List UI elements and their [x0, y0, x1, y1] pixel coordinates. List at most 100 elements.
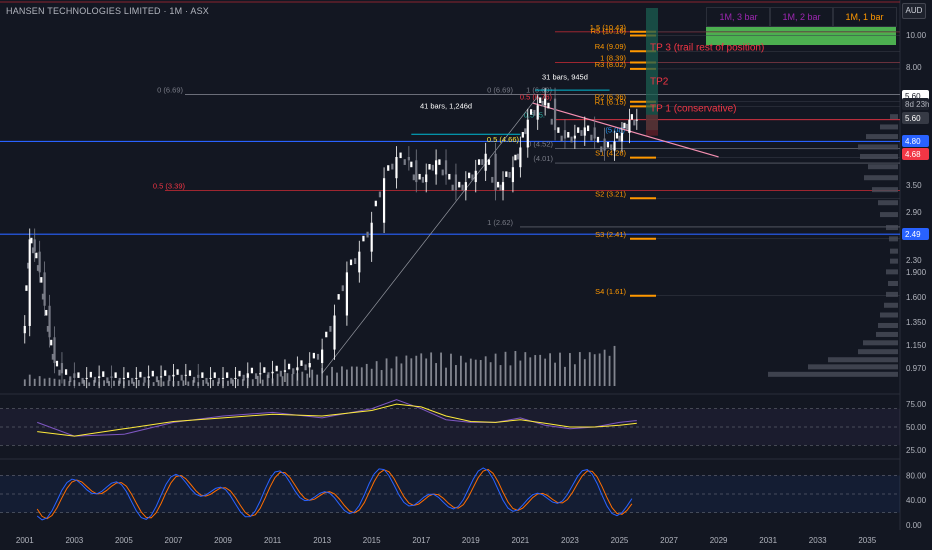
volume-bar [182, 380, 185, 386]
price-tick-label: 2.90 [906, 208, 922, 217]
fib-label: 0 (4.52) [527, 140, 553, 149]
volume-bar [43, 378, 46, 386]
candle-body [106, 377, 109, 384]
candle-body [221, 377, 225, 379]
candle-body [431, 164, 434, 171]
candle-body [337, 294, 340, 300]
volume-bar [370, 368, 373, 386]
candle-body [499, 184, 502, 191]
volume-bar [256, 375, 259, 386]
candle-body [201, 372, 204, 378]
candle-body [213, 372, 216, 378]
candle-body [77, 372, 80, 378]
volume-bar [73, 380, 76, 386]
volume-profile-bar [886, 291, 898, 297]
candle-body [304, 364, 307, 371]
price-tag [902, 148, 929, 160]
volume-bar [132, 381, 135, 386]
candle-body [387, 165, 390, 171]
candle-body [516, 153, 519, 160]
fib-label: (5.08) [605, 125, 625, 134]
candle-body [287, 363, 291, 370]
volume-bar [172, 380, 175, 386]
candle-body [412, 174, 415, 181]
volume-bar [137, 380, 140, 386]
volume-bar [489, 362, 492, 386]
pivot-label: R4 (9.09) [595, 42, 627, 51]
candle-body [110, 376, 113, 378]
time-tick-label: 2035 [858, 536, 876, 545]
candle-body [25, 285, 28, 291]
candle-body [533, 109, 536, 116]
price-tag [902, 135, 929, 147]
currency-button[interactable]: AUD [902, 3, 926, 19]
candle-body [333, 315, 336, 350]
candle-body [122, 377, 125, 379]
price-tag [902, 98, 929, 110]
candle-body [341, 285, 344, 292]
candle-body [246, 373, 249, 378]
volume-bar [33, 378, 36, 386]
candle-body [623, 122, 626, 129]
candle-body [230, 377, 233, 384]
candle-body [209, 377, 212, 379]
candle-body [606, 141, 610, 148]
price-tag-label: 5.60 [905, 114, 921, 123]
volume-bar [167, 380, 170, 386]
volume-bar [613, 345, 616, 386]
candle-body [541, 100, 544, 107]
candle-body [316, 353, 320, 360]
stoch-tick-label: 40.00 [906, 496, 927, 505]
candle-body [464, 182, 467, 191]
volume-bar [301, 371, 304, 386]
candle-body [596, 136, 600, 143]
candle-body [529, 109, 533, 115]
candle-body [491, 176, 494, 183]
candle-body [30, 237, 33, 244]
volume-bar [499, 365, 502, 386]
candle-body [275, 365, 278, 372]
volume-bar [326, 375, 328, 386]
volume-bar [103, 380, 105, 386]
candle-body [250, 367, 254, 374]
candle-body [238, 370, 241, 377]
volume-bar [331, 366, 333, 386]
candle-body [395, 156, 398, 179]
volume-bar [385, 358, 388, 386]
time-tick-label: 2023 [561, 536, 579, 545]
candle-body [242, 374, 245, 381]
trendline [532, 102, 719, 158]
candle-body [23, 325, 26, 334]
time-tick-label: 2033 [809, 536, 827, 545]
candle-body [635, 119, 638, 121]
candle-body [471, 174, 474, 181]
volume-profile-bar [886, 225, 898, 231]
candle-body [85, 377, 88, 379]
candle-body [300, 360, 303, 366]
time-tick-label: 2009 [214, 536, 232, 545]
volume-bar [593, 354, 596, 386]
volume-bar [232, 379, 234, 386]
volume-profile-bar [889, 236, 898, 242]
price-tick-label: 3.50 [906, 181, 922, 190]
volume-bar [152, 382, 155, 386]
candle-body [583, 127, 586, 136]
candle-body [164, 370, 167, 376]
volume-bar [539, 354, 542, 386]
volume-bar [524, 352, 527, 386]
volume-bar [142, 382, 145, 386]
volume-bar [608, 355, 611, 386]
candle-body [407, 156, 410, 161]
candle-body [410, 161, 413, 168]
candle-body [544, 98, 547, 106]
candle-body [50, 339, 53, 346]
candle-body [526, 119, 529, 148]
volume-bar [484, 356, 487, 386]
candle-body [505, 171, 508, 177]
volume-bar [450, 353, 452, 386]
volume-profile-bar [860, 153, 898, 159]
candle-body [329, 325, 332, 332]
volume-bar [88, 382, 91, 386]
candle-body [292, 368, 295, 375]
